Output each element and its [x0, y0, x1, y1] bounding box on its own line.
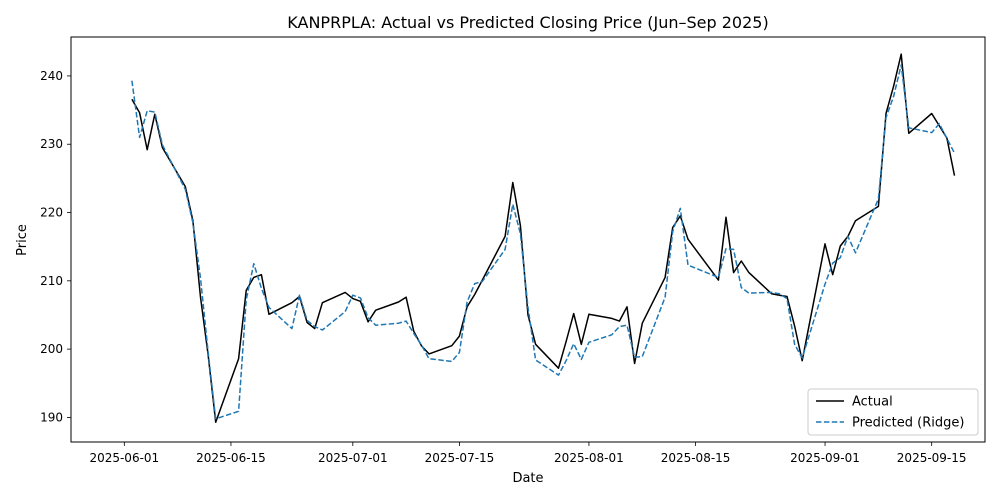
series-line-1	[131, 64, 956, 420]
legend-label-1: Predicted (Ridge)	[852, 416, 964, 431]
x-tick-label: 2025-07-01	[318, 451, 388, 465]
y-tick-label: 220	[40, 206, 63, 220]
y-tick-label: 190	[40, 410, 63, 424]
x-axis-label: Date	[512, 471, 543, 486]
x-tick-label: 2025-06-15	[196, 451, 266, 465]
x-tick-label: 2025-06-01	[89, 451, 159, 465]
series-line-0	[131, 53, 956, 423]
y-axis: 190 200 210 220 230 240	[40, 69, 71, 424]
y-axis-label: Price	[15, 224, 30, 256]
legend-label-0: Actual	[852, 395, 893, 410]
x-tick-label: 2025-07-15	[425, 451, 495, 465]
y-tick-label: 200	[40, 342, 63, 356]
legend-box	[807, 388, 979, 436]
chart-title: KANPRPLA: Actual vs Predicted Closing Pr…	[287, 13, 768, 32]
x-tick-label: 2025-08-15	[661, 451, 731, 465]
y-tick-label: 210	[40, 274, 63, 288]
y-tick-label: 240	[40, 69, 63, 83]
x-tick-label: 2025-08-01	[554, 451, 624, 465]
series-layer	[131, 53, 956, 423]
legend: Actual Predicted (Ridge)	[807, 388, 979, 436]
x-tick-label: 2025-09-15	[897, 451, 967, 465]
y-tick-label: 230	[40, 137, 63, 151]
x-tick-label: 2025-09-01	[790, 451, 860, 465]
plot-frame	[70, 36, 986, 443]
x-axis: 2025-06-01 2025-06-15 2025-07-01 2025-07-15…	[89, 442, 967, 465]
